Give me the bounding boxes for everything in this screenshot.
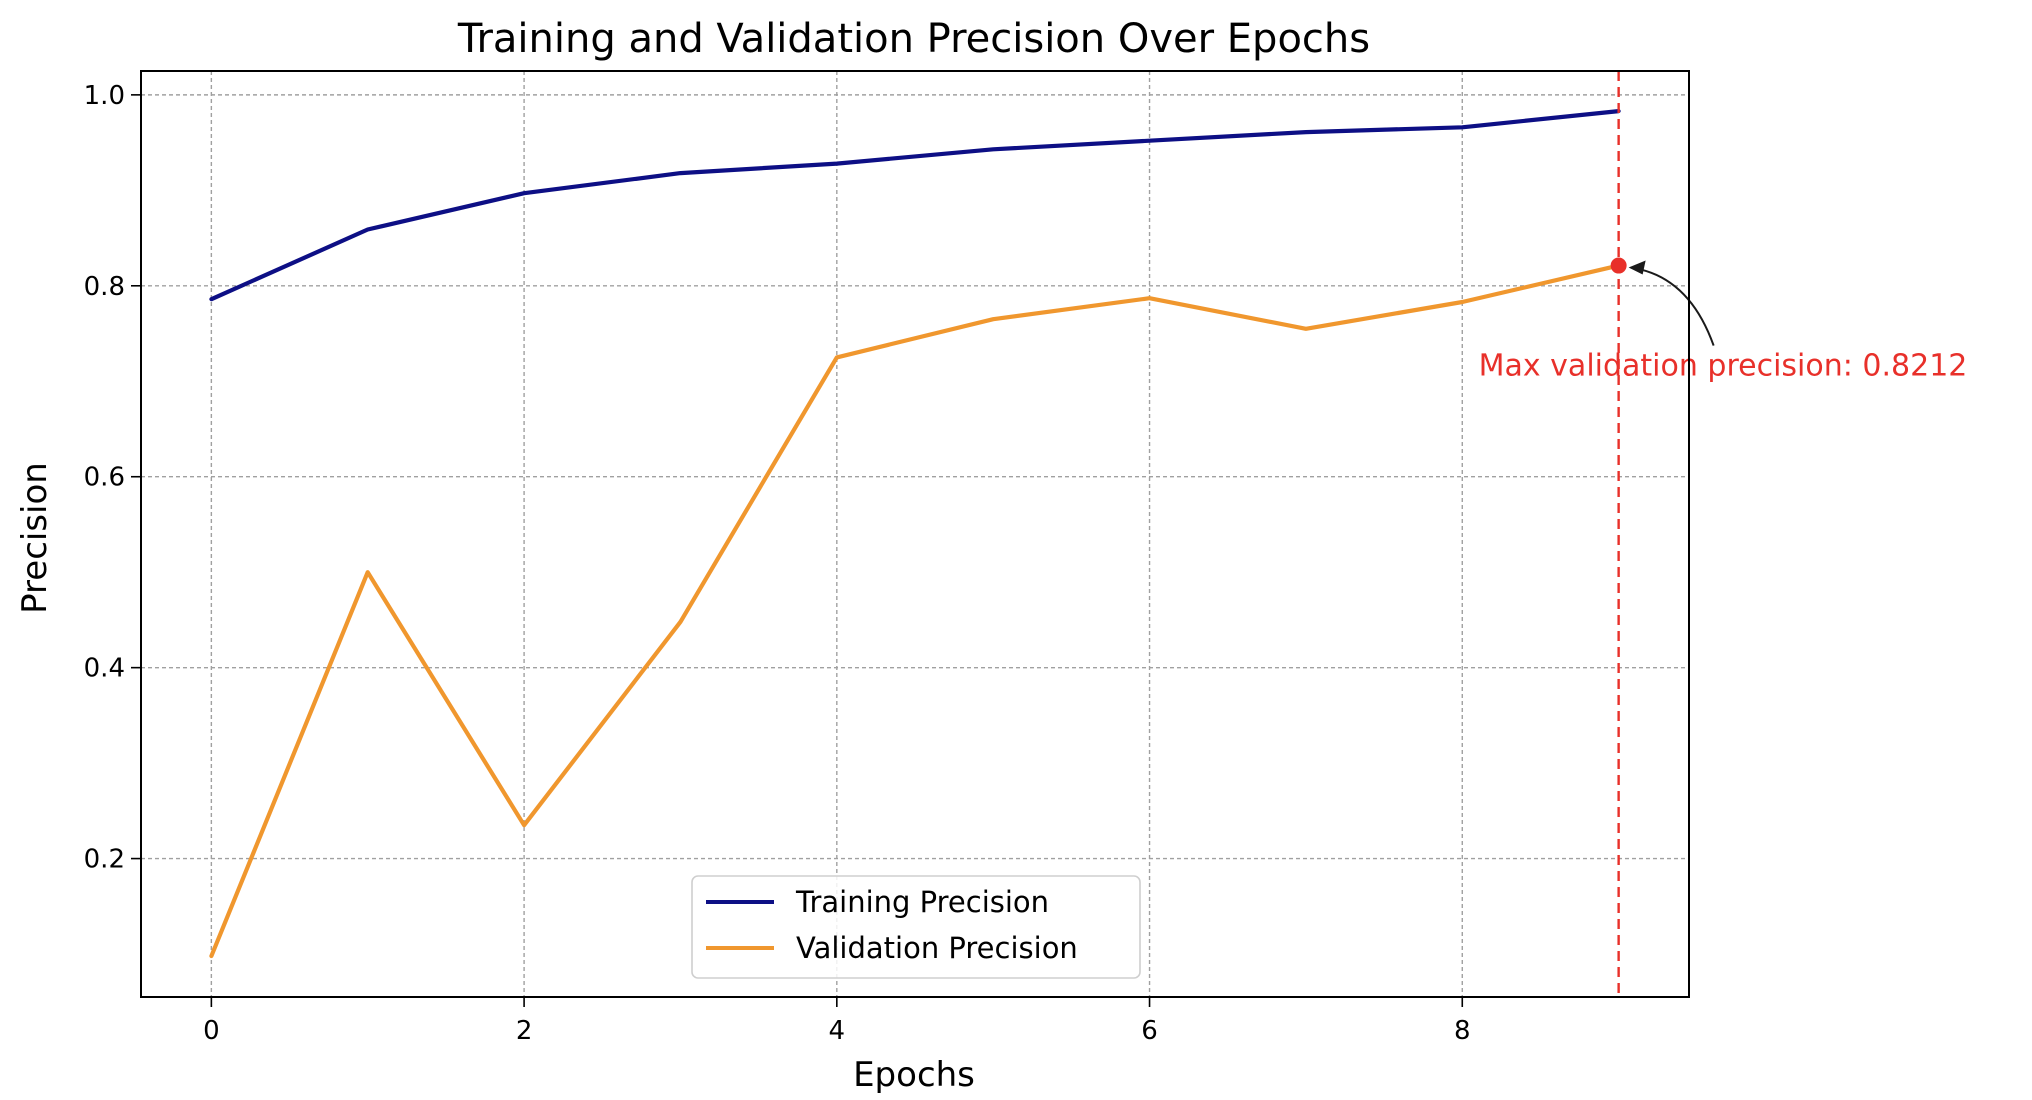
grid-layer (141, 71, 1689, 997)
training-precision-line (209, 108, 1621, 302)
annotation-arrowhead (1628, 260, 1646, 275)
x-axis-title: Epochs (853, 1055, 975, 1095)
max-validation-point (1610, 257, 1627, 274)
x-tick-label: 8 (1454, 1016, 1471, 1046)
plot-frame (140, 70, 1690, 998)
chart-title: Training and Validation Precision Over E… (457, 16, 1370, 62)
annotation-layer: Max validation precision: 0.8212 (1479, 71, 1968, 997)
x-tick-label: 0 (203, 1016, 220, 1046)
y-tick-label: 1.0 (84, 81, 125, 111)
tick-layer: 0 2 4 6 8 0.2 0.4 0.6 0.8 1.0 (84, 81, 1471, 1046)
y-tick-label: 0.4 (84, 654, 125, 684)
legend-label-training: Training Precision (795, 885, 1049, 919)
legend-box (691, 875, 1141, 979)
y-tick-label: 0.6 (84, 463, 125, 493)
y-tick-label: 0.8 (84, 272, 125, 302)
x-tick-label: 2 (516, 1016, 533, 1046)
x-tick-label: 6 (1141, 1016, 1158, 1046)
series-layer (209, 108, 1621, 959)
max-validation-annotation: Max validation precision: 0.8212 (1479, 349, 1968, 384)
y-axis-title: Precision (15, 462, 55, 614)
x-tick-label: 4 (829, 1016, 846, 1046)
legend: Training Precision Validation Precision (691, 875, 1141, 979)
y-tick-label: 0.2 (84, 845, 125, 875)
annotation-arrow (1630, 266, 1715, 346)
validation-precision-line (209, 263, 1621, 959)
legend-label-validation: Validation Precision (796, 931, 1078, 965)
